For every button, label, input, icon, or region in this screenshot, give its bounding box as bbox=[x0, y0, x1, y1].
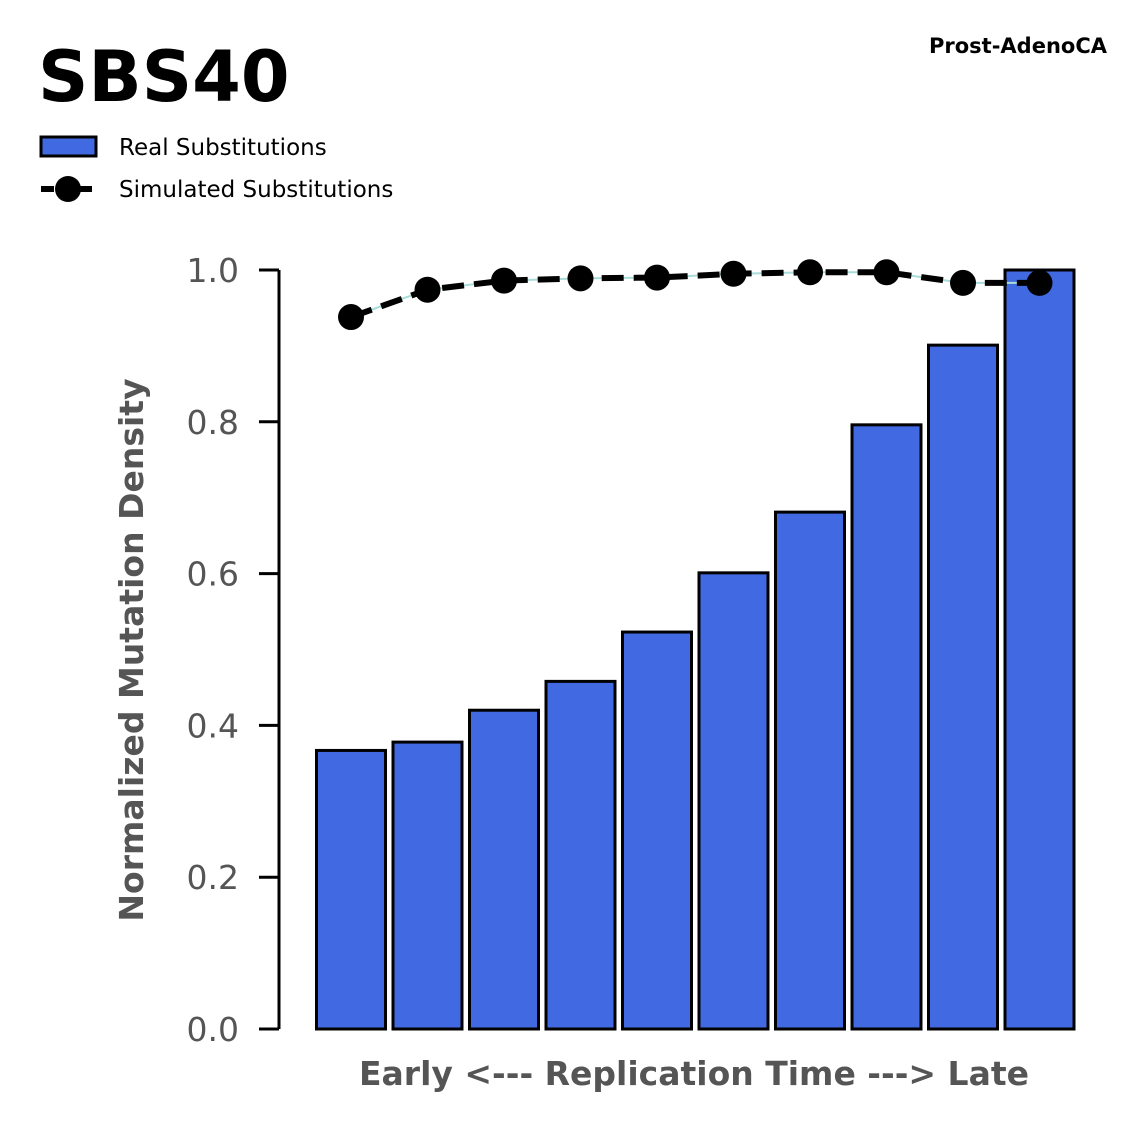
bar bbox=[1003, 268, 1076, 1031]
legend-real-label: Real Substitutions bbox=[119, 135, 327, 161]
bar-series bbox=[315, 268, 1076, 1031]
y-tick-label: 1.0 bbox=[187, 251, 239, 290]
bar bbox=[391, 740, 464, 1031]
y-tick-label: 0.6 bbox=[187, 555, 239, 594]
y-tick-label: 0.0 bbox=[187, 1010, 239, 1049]
simulated-line bbox=[349, 269, 1040, 320]
simulated-point bbox=[950, 269, 976, 296]
bar bbox=[621, 630, 693, 1031]
simulated-point bbox=[414, 276, 441, 303]
bar bbox=[927, 343, 999, 1031]
bar bbox=[544, 679, 617, 1031]
bar bbox=[697, 571, 770, 1031]
simulated-point bbox=[491, 267, 517, 294]
legend-real-swatch bbox=[39, 135, 98, 158]
bar bbox=[850, 423, 923, 1031]
x-axis-label: Early <--- Replication Time ---> Late bbox=[359, 1054, 1029, 1093]
legend-simulated-label: Simulated Substitutions bbox=[119, 177, 393, 203]
simulated-point bbox=[338, 304, 364, 331]
simulated-point bbox=[567, 265, 594, 292]
bar bbox=[774, 510, 846, 1031]
chart-title: SBS40 bbox=[38, 36, 290, 118]
simulated-point bbox=[1026, 269, 1053, 296]
bar bbox=[468, 708, 540, 1031]
simulated-point bbox=[644, 264, 670, 291]
y-tick-label: 0.8 bbox=[187, 403, 239, 442]
y-axis-label: Normalized Mutation Density bbox=[112, 378, 151, 921]
legend-simulated-marker bbox=[55, 176, 81, 202]
simulated-series bbox=[338, 259, 1053, 331]
y-tick-label: 0.2 bbox=[187, 858, 239, 897]
y-axis: 0.0 0.2 0.4 0.6 0.8 1.0 bbox=[187, 251, 281, 1049]
simulated-point bbox=[720, 260, 747, 287]
simulated-point bbox=[873, 259, 900, 286]
legend: Real Substitutions Simulated Substitutio… bbox=[39, 135, 393, 203]
y-tick-label: 0.4 bbox=[187, 706, 239, 745]
cancer-type-label: Prost-AdenoCA bbox=[929, 34, 1108, 58]
simulated-point bbox=[797, 259, 823, 286]
bar bbox=[315, 748, 387, 1031]
